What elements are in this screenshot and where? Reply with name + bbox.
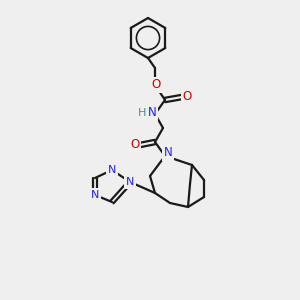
Text: H: H: [138, 108, 146, 118]
Text: N: N: [108, 165, 116, 175]
Text: N: N: [126, 177, 134, 187]
Text: O: O: [152, 79, 160, 92]
Text: N: N: [148, 106, 156, 119]
Text: O: O: [182, 89, 192, 103]
Text: O: O: [130, 139, 140, 152]
Text: N: N: [91, 190, 99, 200]
Text: N: N: [164, 146, 172, 160]
